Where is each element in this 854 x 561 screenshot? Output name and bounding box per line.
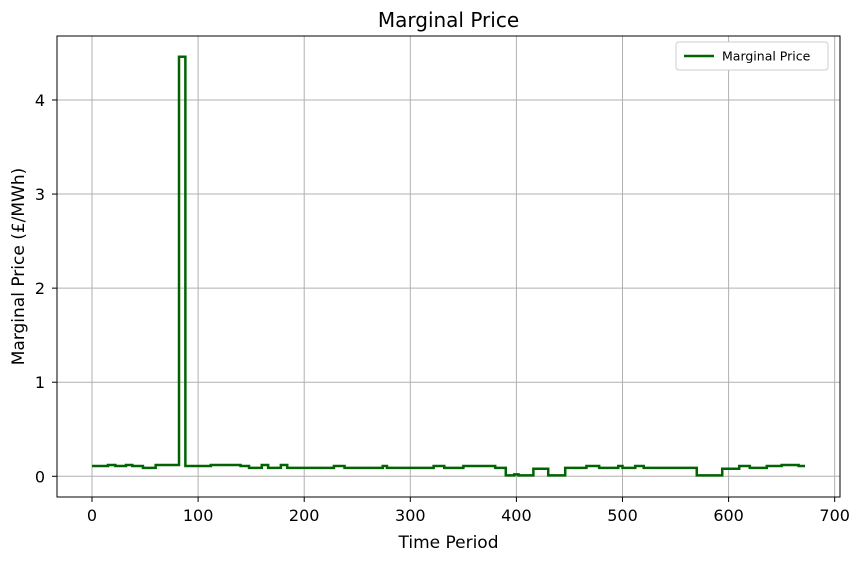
x-tick-label: 700	[819, 506, 850, 525]
legend-label-marginal-price: Marginal Price	[722, 49, 811, 64]
x-axis-label: Time Period	[397, 533, 498, 553]
x-tick-label: 300	[395, 506, 426, 525]
grid-lines	[57, 36, 840, 497]
series-line-marginal-price	[92, 55, 805, 477]
y-tick-label: 1	[35, 373, 45, 392]
x-tick-label: 600	[713, 506, 744, 525]
x-axis-ticks: 0 100 200 300 400 500 600 700	[87, 497, 850, 525]
x-tick-label: 500	[607, 506, 638, 525]
series-layer	[92, 55, 805, 477]
chart-title: Marginal Price	[378, 8, 519, 32]
y-axis-label: Marginal Price (£/MWh)	[9, 168, 29, 366]
legend: Marginal Price	[675, 41, 829, 71]
y-tick-label: 0	[35, 467, 45, 486]
y-axis-ticks: 0 1 2 3 4	[35, 91, 57, 486]
y-tick-label: 3	[35, 185, 45, 204]
x-tick-label: 0	[87, 506, 97, 525]
x-tick-label: 100	[183, 506, 214, 525]
y-tick-label: 4	[35, 91, 45, 110]
legend-box	[675, 41, 829, 71]
x-tick-label: 200	[289, 506, 320, 525]
x-tick-label: 400	[501, 506, 532, 525]
y-tick-label: 2	[35, 279, 45, 298]
plot-frame	[56, 35, 841, 498]
